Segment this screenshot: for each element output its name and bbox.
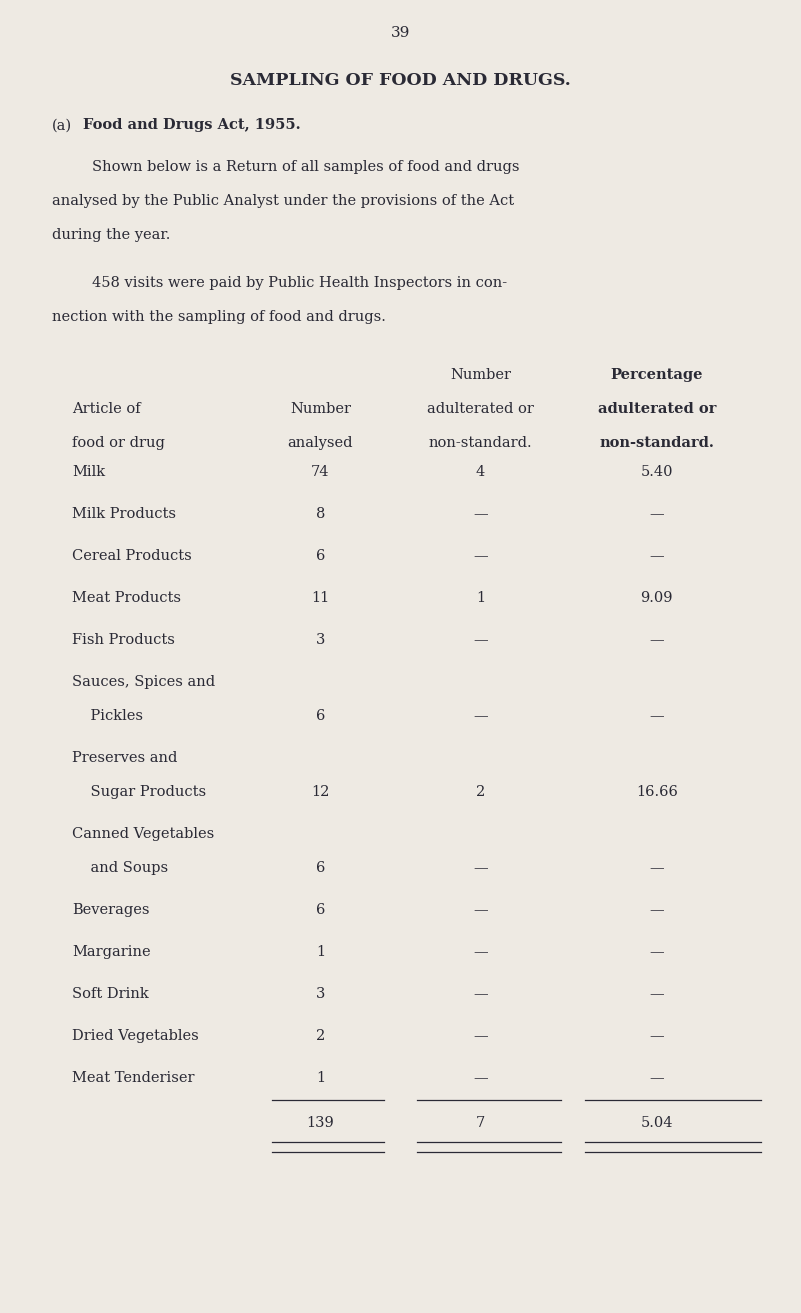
- Text: 3: 3: [316, 987, 325, 1002]
- Text: Article of: Article of: [72, 402, 141, 416]
- Text: 6: 6: [316, 861, 325, 876]
- Text: (a): (a): [52, 118, 72, 133]
- Text: analysed: analysed: [288, 436, 353, 450]
- Text: —: —: [650, 549, 664, 563]
- Text: Percentage: Percentage: [610, 368, 703, 382]
- Text: Meat Tenderiser: Meat Tenderiser: [72, 1071, 195, 1086]
- Text: 139: 139: [307, 1116, 334, 1130]
- Text: Soft Drink: Soft Drink: [72, 987, 149, 1002]
- Text: 8: 8: [316, 507, 325, 521]
- Text: Dried Vegetables: Dried Vegetables: [72, 1029, 199, 1044]
- Text: Meat Products: Meat Products: [72, 591, 181, 605]
- Text: 6: 6: [316, 903, 325, 918]
- Text: 3: 3: [316, 633, 325, 647]
- Text: 6: 6: [316, 709, 325, 723]
- Text: —: —: [473, 633, 488, 647]
- Text: Margarine: Margarine: [72, 945, 151, 960]
- Text: —: —: [473, 1071, 488, 1086]
- Text: —: —: [650, 861, 664, 876]
- Text: during the year.: during the year.: [52, 228, 171, 243]
- Text: —: —: [650, 987, 664, 1002]
- Text: Canned Vegetables: Canned Vegetables: [72, 827, 215, 842]
- Text: 7: 7: [476, 1116, 485, 1130]
- Text: Shown below is a Return of all samples of food and drugs: Shown below is a Return of all samples o…: [92, 160, 520, 175]
- Text: Number: Number: [450, 368, 511, 382]
- Text: —: —: [650, 633, 664, 647]
- Text: 11: 11: [312, 591, 329, 605]
- Text: Milk: Milk: [72, 465, 105, 479]
- Text: Milk Products: Milk Products: [72, 507, 176, 521]
- Text: Preserves and: Preserves and: [72, 751, 178, 765]
- Text: non-standard.: non-standard.: [599, 436, 714, 450]
- Text: analysed by the Public Analyst under the provisions of the Act: analysed by the Public Analyst under the…: [52, 194, 514, 209]
- Text: —: —: [650, 507, 664, 521]
- Text: 9.09: 9.09: [641, 591, 673, 605]
- Text: Fish Products: Fish Products: [72, 633, 175, 647]
- Text: —: —: [473, 861, 488, 876]
- Text: 16.66: 16.66: [636, 785, 678, 800]
- Text: Number: Number: [290, 402, 351, 416]
- Text: —: —: [473, 945, 488, 960]
- Text: 2: 2: [316, 1029, 325, 1044]
- Text: 12: 12: [312, 785, 329, 800]
- Text: 74: 74: [311, 465, 330, 479]
- Text: 39: 39: [391, 26, 410, 41]
- Text: Food and Drugs Act, 1955.: Food and Drugs Act, 1955.: [83, 118, 300, 133]
- Text: —: —: [650, 903, 664, 918]
- Text: —: —: [650, 1071, 664, 1086]
- Text: adulterated or: adulterated or: [598, 402, 716, 416]
- Text: 458 visits were paid by Public Health Inspectors in con-: 458 visits were paid by Public Health In…: [92, 276, 507, 290]
- Text: SAMPLING OF FOOD AND DRUGS.: SAMPLING OF FOOD AND DRUGS.: [230, 72, 571, 89]
- Text: 5.40: 5.40: [641, 465, 673, 479]
- Text: Sugar Products: Sugar Products: [72, 785, 206, 800]
- Text: adulterated or: adulterated or: [427, 402, 534, 416]
- Text: nection with the sampling of food and drugs.: nection with the sampling of food and dr…: [52, 310, 386, 324]
- Text: 1: 1: [316, 1071, 325, 1086]
- Text: 1: 1: [316, 945, 325, 960]
- Text: Sauces, Spices and: Sauces, Spices and: [72, 675, 215, 689]
- Text: —: —: [473, 709, 488, 723]
- Text: 4: 4: [476, 465, 485, 479]
- Text: 1: 1: [476, 591, 485, 605]
- Text: —: —: [473, 549, 488, 563]
- Text: Pickles: Pickles: [72, 709, 143, 723]
- Text: —: —: [650, 709, 664, 723]
- Text: —: —: [473, 507, 488, 521]
- Text: —: —: [650, 945, 664, 960]
- Text: Beverages: Beverages: [72, 903, 150, 918]
- Text: —: —: [650, 1029, 664, 1044]
- Text: non-standard.: non-standard.: [429, 436, 533, 450]
- Text: and Soups: and Soups: [72, 861, 168, 876]
- Text: 5.04: 5.04: [641, 1116, 673, 1130]
- Text: food or drug: food or drug: [72, 436, 165, 450]
- Text: —: —: [473, 987, 488, 1002]
- Text: —: —: [473, 1029, 488, 1044]
- Text: Cereal Products: Cereal Products: [72, 549, 192, 563]
- Text: 2: 2: [476, 785, 485, 800]
- Text: 6: 6: [316, 549, 325, 563]
- Text: —: —: [473, 903, 488, 918]
